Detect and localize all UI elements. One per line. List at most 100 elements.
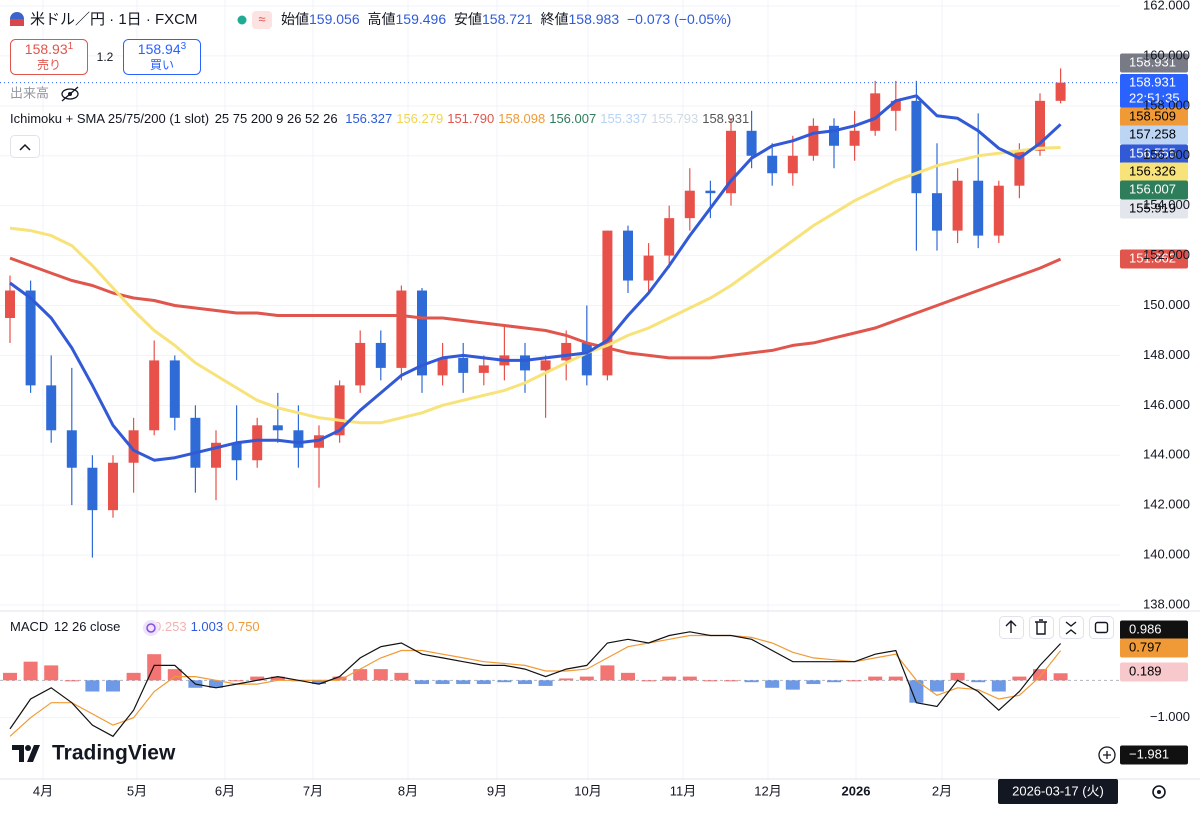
histogram-bar (744, 680, 759, 683)
settings-button[interactable] (1152, 785, 1166, 799)
y-tick-label: 140.000 (1143, 547, 1190, 562)
badge: ≈ (258, 11, 265, 26)
macd-settings-icon[interactable] (143, 620, 159, 636)
indicator-legend: Ichimoku + SMA 25/75/200 (1 slot) 25 75 … (10, 111, 749, 126)
sma-line (9, 94, 1062, 462)
candle-body (808, 125, 819, 156)
histogram-bar (538, 680, 553, 686)
candle-body (829, 125, 839, 146)
histogram-bar (579, 676, 594, 681)
macd-settings-icon-ring (146, 623, 156, 633)
plot (0, 68, 1120, 738)
buy-price: 158.943 (138, 41, 187, 57)
histogram-bar (600, 665, 615, 681)
candle-body (87, 467, 98, 511)
macd-tag-label: 0.986 (1129, 621, 1162, 636)
candle-body (46, 385, 57, 431)
settings-icon-center (1157, 790, 1161, 794)
sma-line (9, 146, 1061, 425)
candle-body (169, 360, 180, 418)
histogram-bar (724, 680, 738, 682)
x-tick-label: 2月 (932, 783, 952, 798)
candle-body (602, 230, 613, 376)
candle-body (149, 360, 160, 431)
candle-body (437, 357, 448, 376)
signal-line (9, 634, 1062, 737)
indicator-value: 156.007 (549, 111, 596, 126)
tags: 158.931158.93122:51:35158.509157.258156.… (998, 53, 1188, 804)
candle-body (520, 355, 530, 371)
crosshair-date: 2026-03-17 (火) (1012, 783, 1104, 798)
price-tag (1120, 125, 1188, 145)
candle-body (355, 342, 366, 386)
histogram-bar (64, 680, 79, 682)
candle-body (5, 290, 15, 318)
buy-label: 買い (150, 58, 174, 72)
x-tick-label: 12月 (754, 783, 781, 798)
y-tick-label: 138.000 (1143, 596, 1190, 611)
ohlc-value: 159.496 (396, 11, 447, 27)
candle-body (1014, 150, 1025, 186)
indicator-value: 158.098 (498, 111, 545, 126)
histogram-bar (888, 676, 903, 681)
ohlc-label: 安値 (454, 11, 482, 27)
buy-button[interactable] (123, 39, 201, 75)
histogram-bar (641, 680, 656, 682)
candle-body (375, 342, 386, 368)
y-tick-label: 150.000 (1143, 297, 1190, 312)
sell-price-main: 158.93 (25, 41, 68, 57)
candle-body (993, 185, 1004, 236)
collapse-pane-button[interactable] (1059, 616, 1084, 639)
histogram-bar (497, 680, 512, 683)
flag-icon-part (10, 19, 24, 26)
price-tag-label: 157.258 (1129, 126, 1176, 141)
price-tag-label: 155.919 (1129, 200, 1176, 215)
x-tick-label: 5月 (127, 783, 147, 798)
indicator-value: 155.337 (600, 111, 647, 126)
histogram-bar (703, 680, 718, 682)
maximize-button[interactable] (1089, 616, 1114, 639)
collapse-button[interactable] (10, 135, 40, 158)
histogram-bar (827, 680, 841, 683)
macd-tag (1120, 662, 1188, 682)
candle-body (664, 218, 675, 256)
pane-buttons (999, 616, 1114, 639)
candle-body (911, 100, 922, 194)
price-tag (1120, 199, 1188, 219)
histogram-bar (3, 672, 17, 681)
sell-button[interactable] (10, 39, 88, 75)
collapse-pane-icon (1065, 621, 1077, 635)
sell-label: 売り (37, 57, 61, 72)
macd-tag-label: −1.981 (1129, 746, 1169, 761)
ohlc-value: 158.721 (482, 11, 533, 27)
candle-body (211, 442, 221, 468)
macd-tag (1120, 745, 1188, 765)
x-tick-label: 2026 (842, 783, 871, 798)
price-tag-label: 156.555 (1129, 145, 1176, 160)
histogram-bar (332, 676, 347, 681)
eye-icon[interactable] (61, 86, 79, 102)
macd-tag (1120, 620, 1188, 640)
histogram-bar (682, 676, 697, 681)
indicator-value: 158.931 (702, 111, 749, 126)
ohlc-value: 159.056 (309, 11, 360, 27)
histogram-bar (353, 669, 368, 681)
histogram-bar (950, 672, 965, 681)
histogram-bar (394, 672, 409, 681)
y-tick-label: 152.000 (1143, 247, 1190, 262)
maximize-icon (1094, 621, 1109, 634)
symbol-name[interactable]: 米ドル／円 · 1日 · FXCM (30, 11, 198, 28)
price-tag-label: 151.862 (1129, 250, 1176, 265)
candle-body (540, 360, 551, 371)
candle-body (952, 180, 963, 231)
buy-price-pip: 3 (181, 41, 187, 52)
candle-body (252, 425, 263, 461)
logo-mark (12, 745, 40, 762)
histogram-bar (1012, 676, 1027, 681)
candle-body (746, 130, 757, 156)
histogram-bar (518, 680, 532, 685)
y-tick-label: −1.000 (1150, 709, 1190, 724)
histogram-bar (662, 676, 677, 681)
price-tag (1120, 74, 1188, 108)
